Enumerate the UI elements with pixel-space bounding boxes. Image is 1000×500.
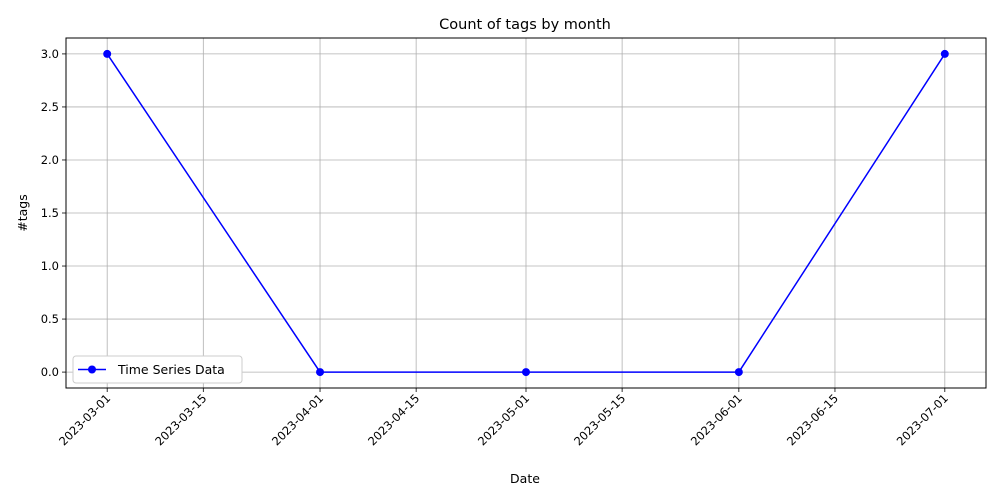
- y-axis-label: #tags: [15, 194, 30, 231]
- y-tick-label: 1.5: [41, 206, 59, 220]
- legend-marker-swatch: [88, 365, 96, 374]
- x-axis: 2023-03-01 2023-03-15 2023-04-01 2023-04-15…: [56, 388, 951, 448]
- x-tick-label: 2023-05-15: [571, 391, 628, 448]
- y-tick-label: 1.0: [41, 259, 59, 273]
- data-point: [940, 49, 949, 58]
- x-tick-label: 2023-04-01: [269, 391, 326, 448]
- chart-title: Count of tags by month: [439, 17, 611, 33]
- x-tick-label: 2023-06-01: [688, 391, 745, 448]
- x-tick-label: 2023-03-01: [56, 391, 113, 448]
- data-point: [316, 368, 325, 377]
- y-tick-label: 2.5: [41, 100, 59, 114]
- data-point: [734, 368, 743, 377]
- legend-label: Time Series Data: [117, 362, 225, 377]
- grid: [66, 38, 986, 388]
- x-tick-label: 2023-04-15: [365, 391, 422, 448]
- y-axis: 0.0 0.5 1.0 1.5 2.0 2.5 3.0: [41, 47, 66, 379]
- x-tick-label: 2023-05-01: [475, 391, 532, 448]
- x-axis-label: Date: [510, 471, 540, 486]
- legend: Time Series Data: [72, 355, 243, 384]
- y-tick-label: 0.0: [41, 365, 59, 379]
- series-layer: [103, 49, 949, 377]
- data-point: [522, 368, 530, 377]
- x-tick-label: 2023-03-15: [152, 391, 209, 448]
- y-tick-label: 0.5: [41, 312, 59, 326]
- data-point: [103, 49, 112, 58]
- y-tick-label: 2.0: [41, 153, 59, 167]
- legend-box: [72, 355, 243, 384]
- y-tick-label: 3.0: [41, 47, 59, 61]
- x-tick-label: 2023-07-01: [894, 391, 951, 448]
- x-tick-label: 2023-06-15: [784, 391, 841, 448]
